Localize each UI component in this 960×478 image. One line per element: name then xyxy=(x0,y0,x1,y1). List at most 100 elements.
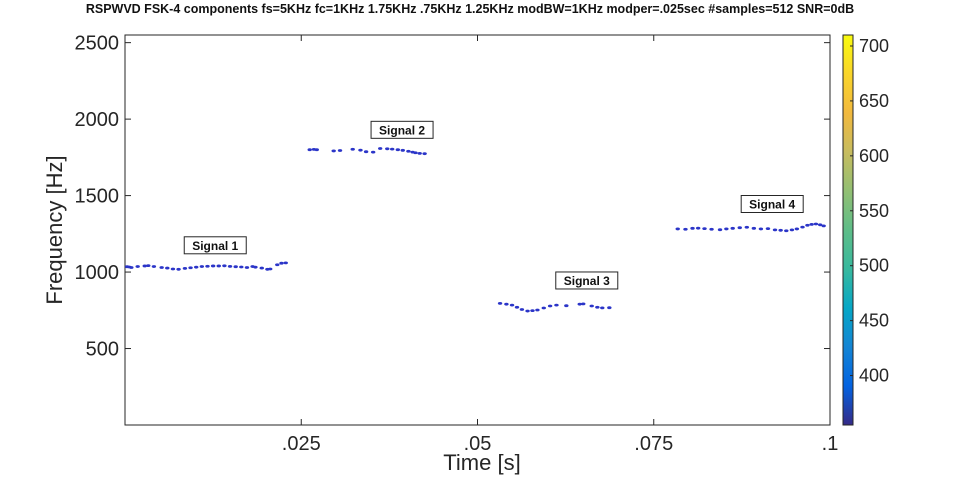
signal-1-point xyxy=(142,264,147,268)
signal-3-point xyxy=(497,302,503,305)
signal-1-point xyxy=(216,264,221,268)
signal-4-point xyxy=(751,226,757,230)
colorbar-tick-label: 500 xyxy=(859,256,889,276)
y-axis-label: Frequency [Hz] xyxy=(42,155,67,304)
signal-1-point xyxy=(188,266,193,270)
signal-4-point xyxy=(744,225,750,229)
signal-4-point xyxy=(805,223,810,227)
signal-3-point xyxy=(535,308,540,312)
signal-2-point xyxy=(370,150,376,154)
signal-4-point xyxy=(683,227,688,231)
signal-2-point xyxy=(307,148,312,152)
signal-2-point xyxy=(422,152,427,156)
signal-1-point xyxy=(151,265,157,268)
annotation-box xyxy=(183,236,247,255)
signal-3-point xyxy=(600,306,605,310)
signal-1-point xyxy=(194,265,199,269)
signal-2-point xyxy=(314,148,319,152)
signal-4-point xyxy=(717,228,723,232)
colorbar-tick-label: 700 xyxy=(859,36,889,56)
signal-4-point xyxy=(765,227,771,231)
y-tick-label: 2500 xyxy=(75,33,120,55)
annotation-box xyxy=(740,195,804,213)
signal-1-point xyxy=(239,265,244,269)
x-tick-label: .075 xyxy=(634,433,673,455)
signal-2-point xyxy=(395,148,401,152)
signal-1-point xyxy=(129,266,134,269)
colorbar-tick-label: 450 xyxy=(859,311,889,331)
colorbar xyxy=(842,34,854,426)
y-axis: 500 1000 1500 2000 2500 xyxy=(75,33,830,361)
signal-4-point xyxy=(809,222,814,226)
signal-4-point xyxy=(675,227,680,231)
signal-1-point xyxy=(233,265,238,269)
colorbar-ticks: 400 450 500 550 600 650 700 xyxy=(850,36,889,386)
signal-4-point xyxy=(794,227,800,231)
signal-4-point xyxy=(695,226,701,230)
chart-title: RSPWVD FSK-4 components fs=5KHz fc=1KHz … xyxy=(86,2,854,16)
signal-4-point xyxy=(702,227,707,231)
signal-1-point xyxy=(159,266,164,269)
annotation-box xyxy=(555,271,619,290)
annotation-label: Signal 2 xyxy=(379,123,425,137)
signal-1-point xyxy=(210,264,216,268)
annotation-label: Signal 3 xyxy=(564,274,610,288)
signal-3-point xyxy=(530,309,535,312)
signal-1-point xyxy=(176,267,181,271)
signal-3-point xyxy=(607,306,612,310)
signal-4-point xyxy=(724,227,729,231)
annotations: Signal 1 Signal 2 Signal 3 Signal 4 xyxy=(183,120,804,290)
colorbar-tick-label: 650 xyxy=(859,91,889,111)
x-tick-label: .05 xyxy=(464,433,492,455)
signal-2-point xyxy=(406,149,411,153)
signal-4-point xyxy=(709,227,714,231)
signal-1-point xyxy=(135,265,140,268)
signal-1-point xyxy=(275,263,280,267)
signal-1-point xyxy=(253,265,258,269)
signal-4-point xyxy=(690,226,695,230)
x-tick-label: .025 xyxy=(282,433,321,455)
signal-2-point xyxy=(389,147,395,151)
data-points xyxy=(124,147,826,313)
signal-2-point xyxy=(413,151,418,155)
signal-1-point xyxy=(146,264,151,268)
signal-3-point xyxy=(577,302,582,306)
signal-3-point xyxy=(595,305,600,309)
annotation-label: Signal 1 xyxy=(192,239,238,253)
signal-4-point xyxy=(784,229,789,233)
signal-2-point xyxy=(358,148,363,152)
signal-4-point xyxy=(758,227,764,231)
x-axis-label: Time [s] xyxy=(443,450,520,475)
signal-4-point xyxy=(817,223,823,227)
signal-2-point xyxy=(331,149,336,153)
signal-1-point xyxy=(199,265,205,268)
signal-1-point xyxy=(244,266,250,269)
signal-3-point xyxy=(581,302,586,306)
signal-3-point xyxy=(547,304,553,308)
plot-area xyxy=(124,34,831,426)
signal-4-point xyxy=(789,228,795,232)
signal-1-point xyxy=(283,261,288,265)
annotation-label: Signal 4 xyxy=(749,198,795,212)
y-tick-label: 2000 xyxy=(75,109,120,131)
signal-3-point xyxy=(525,309,530,313)
colorbar-tick-label: 600 xyxy=(859,146,889,166)
y-tick-label: 500 xyxy=(86,339,119,361)
signal-4-point xyxy=(813,222,819,226)
signal-1-point xyxy=(170,267,176,271)
signal-2-point xyxy=(400,148,405,152)
signal-4-point xyxy=(737,226,742,230)
signal-1-point xyxy=(182,266,188,270)
signal-3-point xyxy=(514,305,520,309)
signal-2-point xyxy=(385,147,390,151)
signal-1-point xyxy=(268,267,273,271)
signal-1-point xyxy=(222,264,227,268)
signal-3-point xyxy=(589,304,594,308)
signal-2-point xyxy=(417,151,422,155)
signal-4-point xyxy=(821,224,826,228)
colorbar-tick-label: 400 xyxy=(859,366,889,386)
signal-1-point xyxy=(227,265,233,268)
signal-4-point xyxy=(772,228,778,232)
signal-1-point xyxy=(279,261,284,265)
